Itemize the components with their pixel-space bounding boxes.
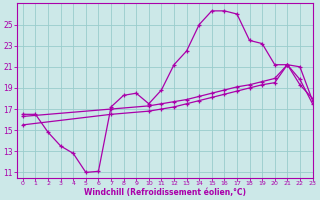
X-axis label: Windchill (Refroidissement éolien,°C): Windchill (Refroidissement éolien,°C) <box>84 188 245 197</box>
